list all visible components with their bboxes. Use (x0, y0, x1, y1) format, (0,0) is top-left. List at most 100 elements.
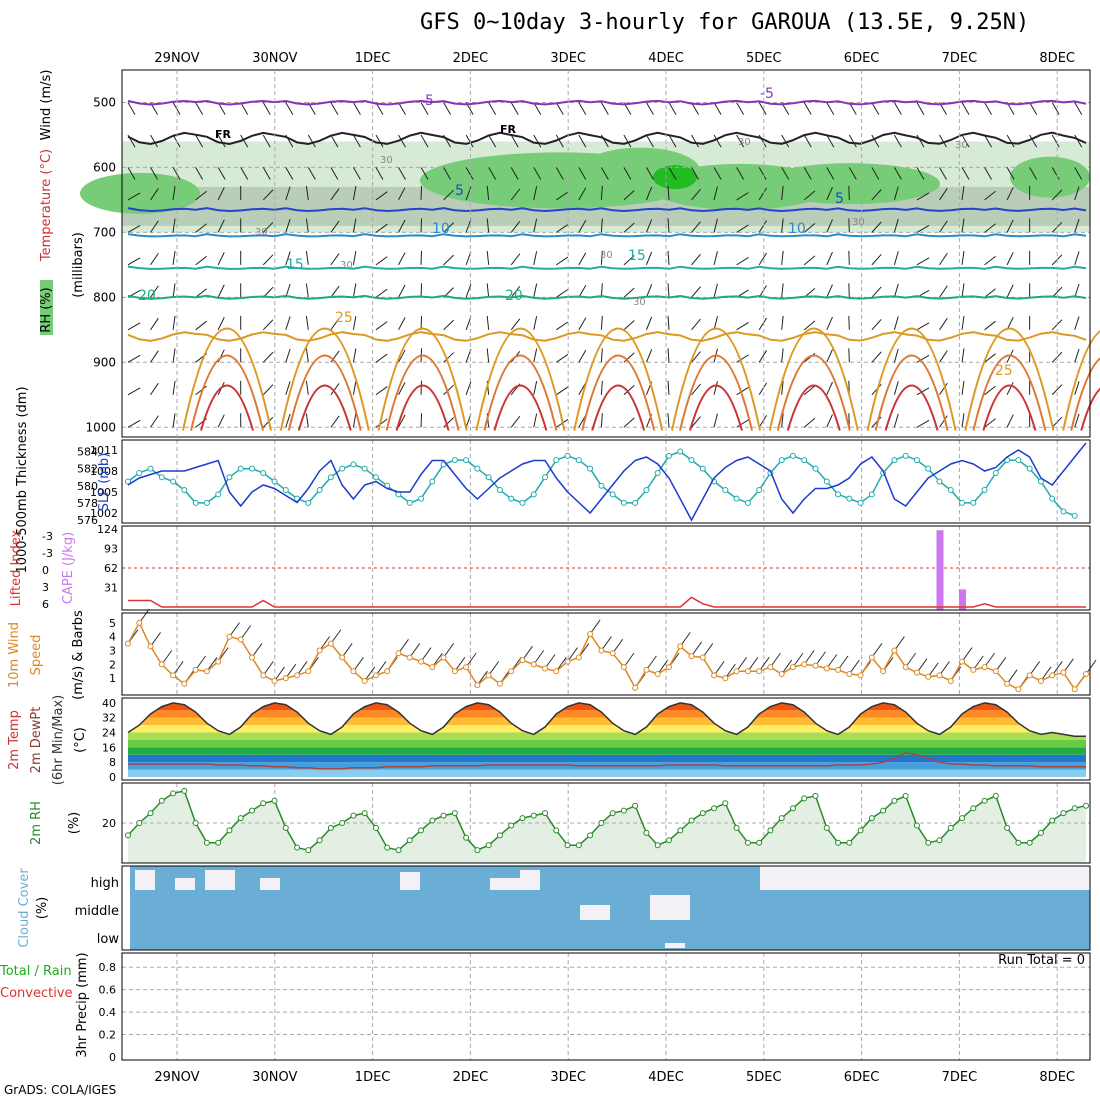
wind-barb (961, 283, 965, 298)
rh2m-line-point (147, 810, 154, 817)
rh2m-tick: 20 (102, 817, 116, 830)
wind-barb (285, 186, 291, 201)
pressure-tick: 700 (93, 225, 116, 239)
precip-axis-label: Convective (0, 986, 73, 1001)
wind-barb (127, 167, 136, 180)
rh2m-line-point (1026, 839, 1033, 846)
temp-contour-5 (127, 207, 1087, 213)
wind-barb (691, 286, 701, 298)
thickness-line-point (1026, 465, 1033, 472)
wind-barb (984, 223, 996, 233)
rh2m-line-point (970, 805, 977, 812)
wind-barb (465, 381, 472, 395)
temp-arch (1080, 387, 1100, 431)
dewpt2m-line (128, 752, 1086, 770)
wind-barb (645, 186, 653, 201)
wind10-line-point (575, 654, 582, 661)
thickness-line-point (665, 452, 672, 459)
slp-frame (121, 439, 1091, 524)
temp-contour-label: 15 (286, 257, 304, 273)
temp-arch (200, 384, 254, 431)
wind-barb (195, 385, 207, 396)
wind-barb (533, 316, 538, 330)
wind-barb (691, 221, 701, 233)
cape-frame (121, 525, 1091, 611)
wind-barb (645, 284, 653, 298)
wind-barb (826, 134, 835, 148)
wind-barb (172, 167, 181, 180)
wind-barb (510, 221, 521, 233)
cloud-row-label: middle (75, 904, 119, 919)
wind-barb (939, 188, 948, 201)
rh2m-line-point (654, 842, 661, 849)
cloud-axis-label: Cloud Cover (17, 868, 32, 948)
wind-barb (645, 251, 653, 266)
wind-barb (510, 253, 521, 266)
thickness-line-point (722, 487, 729, 494)
cloud-gap (665, 943, 685, 948)
wind-barb (262, 351, 274, 363)
wind-barb (330, 188, 340, 201)
wind10-line-point (372, 672, 379, 679)
rh-contour-label: 30 (380, 155, 393, 166)
thickness-line-point (260, 469, 267, 476)
rh2m-line-point (496, 832, 503, 839)
cape-tick: 124 (97, 523, 118, 536)
wind10-line-point (350, 668, 357, 675)
wind-barb (398, 317, 406, 331)
temp-arch (972, 354, 1047, 431)
wind-barb (667, 315, 670, 330)
wind10-line-point (654, 671, 661, 678)
cape-bar (936, 530, 944, 610)
rh2m-line-point (451, 810, 458, 817)
wind-barb (961, 348, 965, 363)
precip-tick: 0.4 (99, 1006, 117, 1019)
wind-barb (916, 257, 930, 266)
wind-barb (285, 167, 294, 180)
thickness-line-point (733, 495, 740, 502)
wind-barb (667, 250, 670, 265)
rh2m-line-point (384, 844, 391, 851)
temp-arch (190, 354, 264, 431)
wind-barb (781, 167, 790, 180)
wind-barb (961, 413, 965, 428)
wind-barb (623, 287, 635, 298)
temp-contour-20 (127, 294, 1087, 300)
wind10-line-point (395, 650, 402, 657)
wind-barb (667, 185, 670, 200)
wind-barb (533, 186, 538, 201)
wind-barb (578, 167, 587, 180)
wind-barb (352, 283, 357, 298)
wind-barb (848, 167, 857, 180)
rh2m-line-point (395, 847, 402, 854)
wind10-line-point (756, 668, 763, 675)
wind10-line-point (1060, 669, 1067, 676)
wind-barb (803, 417, 816, 428)
wind-barb (352, 413, 357, 428)
wind-barb (1006, 414, 1014, 428)
cloud-gap (400, 872, 420, 890)
wind-barb (307, 134, 316, 148)
slp-tick: 1005 (90, 486, 118, 499)
rh2m-line-point (598, 820, 605, 826)
cloud-frame (121, 865, 1091, 951)
temp-band (128, 725, 1086, 733)
temp-arch (982, 384, 1037, 431)
wind-barb (172, 315, 176, 330)
wind-barb (736, 419, 749, 428)
wind10-line-point (429, 664, 436, 671)
wind-barb (758, 317, 767, 331)
rh2m-line-point (192, 820, 199, 826)
wind-barb (916, 192, 930, 201)
temp-contour-label: 5 (455, 183, 464, 199)
wind-barb (398, 167, 406, 180)
thickness-line-point (248, 465, 255, 472)
thickness-line-point (643, 487, 650, 494)
precip-tick: 0 (109, 1051, 116, 1064)
rh2m-line-point (1015, 839, 1022, 846)
rh2m-line-point (327, 824, 334, 831)
date-label-bottom: 30NOV (252, 1070, 297, 1085)
wind-barb (1006, 252, 1014, 266)
rh2m-line-point (857, 827, 864, 834)
wind10-line-point (271, 677, 278, 684)
